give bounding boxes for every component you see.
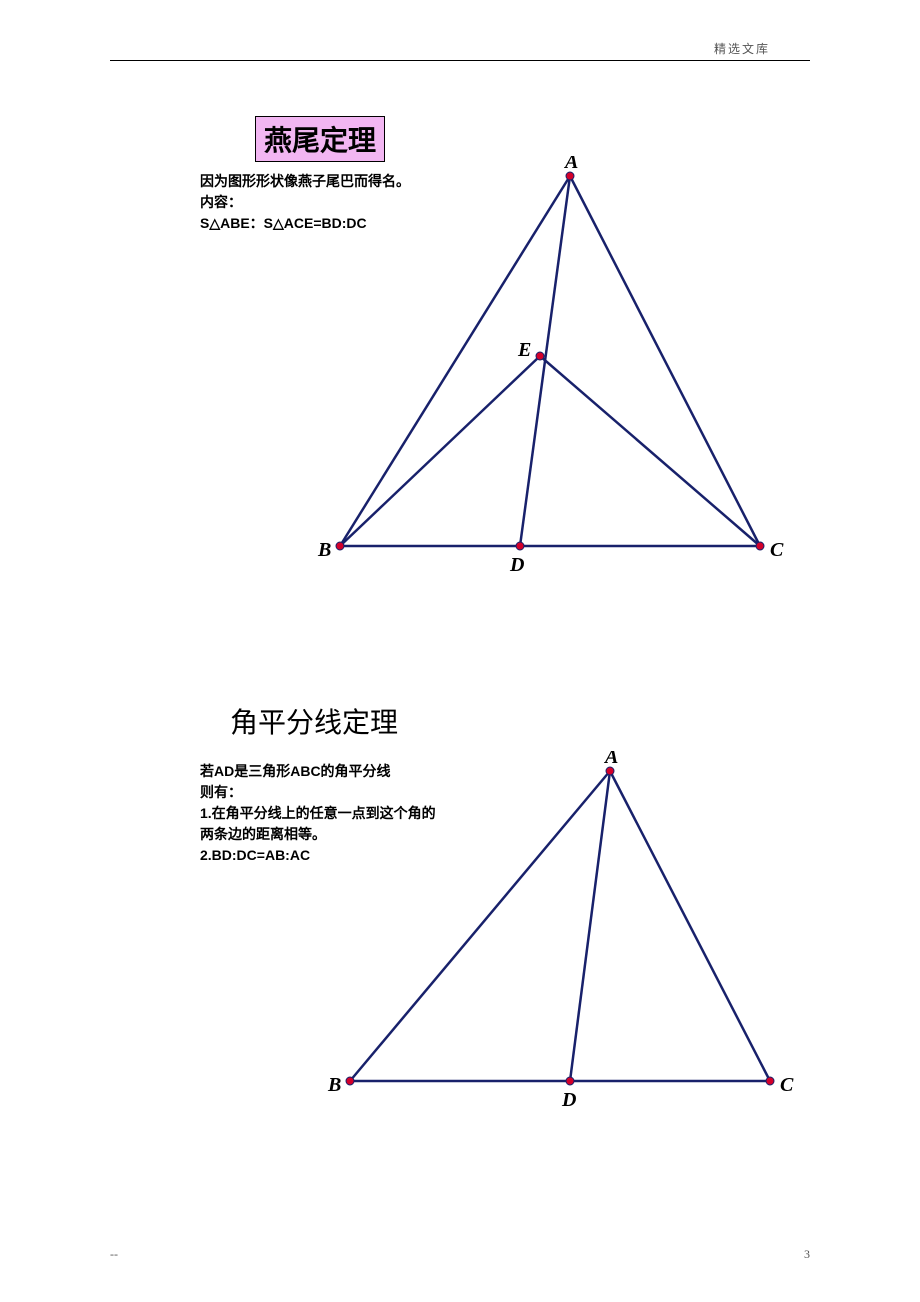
section2-title: 角平分线定理: [230, 701, 398, 741]
footer-dash: --: [110, 1247, 118, 1262]
point-label-B: B: [327, 1074, 341, 1096]
edge-AD: [570, 771, 610, 1081]
point-label-A: A: [563, 156, 578, 173]
point-A: [566, 172, 574, 180]
point-E: [536, 352, 544, 360]
point-label-A: A: [603, 751, 618, 768]
footer-page-number: 3: [804, 1247, 810, 1262]
section2-diagram: A B C D: [240, 751, 820, 1121]
edge-AC: [610, 771, 770, 1081]
page-frame: 燕尾定理 因为图形形状像燕子尾巴而得名。 内容： S△ABE：S△ACE=BD:…: [110, 60, 810, 1242]
point-label-C: C: [770, 539, 784, 561]
section1-diagram: A B C D E: [240, 156, 820, 586]
point-C: [766, 1077, 774, 1085]
point-D: [566, 1077, 574, 1085]
point-B: [336, 542, 344, 550]
edge-AB: [350, 771, 610, 1081]
point-A: [606, 767, 614, 775]
point-B: [346, 1077, 354, 1085]
header-text: 精选文库: [714, 40, 770, 57]
point-label-B: B: [317, 539, 331, 561]
section1-title: 燕尾定理: [264, 126, 376, 157]
point-label-E: E: [517, 339, 531, 361]
edge-AC: [570, 176, 760, 546]
point-C: [756, 542, 764, 550]
point-label-D: D: [509, 554, 524, 576]
point-label-C: C: [780, 1074, 794, 1096]
point-D: [516, 542, 524, 550]
point-label-D: D: [561, 1089, 576, 1111]
edge-CE: [540, 356, 760, 546]
